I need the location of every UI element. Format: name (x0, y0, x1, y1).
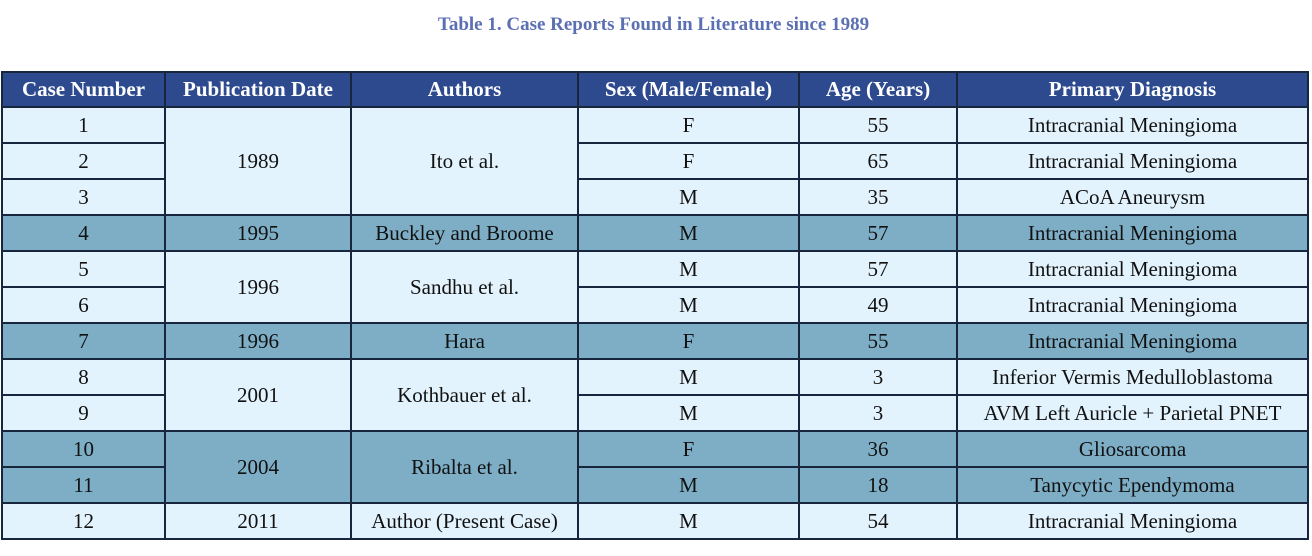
header-case-number: Case Number (1, 71, 166, 108)
age-cell: 36 (798, 430, 958, 468)
case-number-cell: 4 (1, 214, 166, 252)
sex-cell: M (577, 394, 800, 432)
case-number-cell: 10 (1, 430, 166, 468)
publication-date-cell: 1996 (164, 250, 352, 324)
primary-diagnosis-cell: Intracranial Meningioma (956, 286, 1309, 324)
case-number-cell: 5 (1, 250, 166, 288)
table-row: 8 2001 Kothbauer et al. M 3 Inferior Vermis M… (1, 358, 1309, 432)
table-row: 3 M 35 ACoA Aneurysm (1, 178, 1309, 216)
case-number-cell: 7 (1, 322, 166, 360)
publication-date-cell: 1995 (164, 214, 352, 252)
table-row: 7 1996 Hara F 55 Intracranial Meningioma (1, 322, 1309, 360)
sex-cell: M (577, 286, 800, 324)
table-row: 1 1989 Ito et al. F 55 Intracranial Meningiom… (1, 106, 1309, 216)
case-number-cell: 3 (1, 178, 166, 216)
age-cell: 65 (798, 142, 958, 180)
age-cell: 54 (798, 502, 958, 540)
primary-diagnosis-cell: Intracranial Meningioma (956, 142, 1309, 180)
case-number-cell: 9 (1, 394, 166, 432)
primary-diagnosis-cell: ACoA Aneurysm (956, 178, 1309, 216)
age-cell: 55 (798, 106, 958, 144)
sex-cell: M (577, 358, 800, 396)
sex-cell: F (577, 106, 800, 144)
header-publication-date: Publication Date (164, 71, 352, 108)
case-number-cell: 2 (1, 142, 166, 180)
table-title: Table 1. Case Reports Found in Literatur… (437, 14, 870, 35)
sex-cell: M (577, 250, 800, 288)
primary-diagnosis-cell: Intracranial Meningioma (956, 214, 1309, 252)
table-row: 10 2004 Ribalta et al. F 36 Gliosarcoma (1, 430, 1309, 504)
publication-date-cell: 2004 (164, 430, 352, 504)
table-row: 5 1996 Sandhu et al. M 57 Intracranial Mening… (1, 250, 1309, 324)
table-row: 9 M 3 AVM Left Auricle + Parietal PNET (1, 394, 1309, 432)
authors-cell: Kothbauer et al. (350, 358, 579, 432)
table-body: 1 1989 Ito et al. F 55 Intracranial Meningiom… (1, 106, 1309, 540)
case-number-cell: 6 (1, 286, 166, 324)
primary-diagnosis-cell: Gliosarcoma (956, 430, 1309, 468)
publication-date-cell: 2011 (164, 502, 352, 540)
age-cell: 18 (798, 466, 958, 504)
publication-date-cell: 2001 (164, 358, 352, 432)
table-row: 12 2011 Author (Present Case) M 54 Intracrani… (1, 502, 1309, 540)
authors-cell: Ito et al. (350, 106, 579, 216)
sex-cell: F (577, 430, 800, 468)
sex-cell: F (577, 322, 800, 360)
sex-cell: M (577, 178, 800, 216)
primary-diagnosis-cell: Intracranial Meningioma (956, 322, 1309, 360)
authors-cell: Hara (350, 322, 579, 360)
age-cell: 3 (798, 394, 958, 432)
sex-cell: M (577, 466, 800, 504)
authors-cell: Sandhu et al. (350, 250, 579, 324)
sex-cell: M (577, 502, 800, 540)
primary-diagnosis-cell: Tanycytic Ependymoma (956, 466, 1309, 504)
case-number-cell: 8 (1, 358, 166, 396)
primary-diagnosis-cell: Intracranial Meningioma (956, 502, 1309, 540)
primary-diagnosis-cell: Intracranial Meningioma (956, 106, 1309, 144)
age-cell: 49 (798, 286, 958, 324)
case-number-cell: 11 (1, 466, 166, 504)
case-number-cell: 1 (1, 106, 166, 144)
age-cell: 3 (798, 358, 958, 396)
age-cell: 35 (798, 178, 958, 216)
sex-cell: M (577, 214, 800, 252)
authors-cell: Author (Present Case) (350, 502, 579, 540)
header-row: Case Number Publication Date Authors Sex… (1, 71, 1309, 108)
age-cell: 55 (798, 322, 958, 360)
table-row: 6 M 49 Intracranial Meningioma (1, 286, 1309, 324)
case-number-cell: 12 (1, 502, 166, 540)
sex-cell: F (577, 142, 800, 180)
table-row: 11 M 18 Tanycytic Ependymoma (1, 466, 1309, 504)
authors-cell: Ribalta et al. (350, 430, 579, 504)
table-row: 2 F 65 Intracranial Meningioma (1, 142, 1309, 180)
primary-diagnosis-cell: AVM Left Auricle + Parietal PNET (956, 394, 1309, 432)
authors-cell: Buckley and Broome (350, 214, 579, 252)
header-age: Age (Years) (798, 71, 958, 108)
age-cell: 57 (798, 250, 958, 288)
publication-date-cell: 1996 (164, 322, 352, 360)
table-row: 4 1995 Buckley and Broome M 57 Intracranial M… (1, 214, 1309, 252)
age-cell: 57 (798, 214, 958, 252)
header-primary-diagnosis: Primary Diagnosis (956, 71, 1309, 108)
case-reports-table: Case Number Publication Date Authors Sex… (1, 71, 1309, 540)
header-authors: Authors (350, 71, 579, 108)
header-sex: Sex (Male/Female) (577, 71, 800, 108)
primary-diagnosis-cell: Intracranial Meningioma (956, 250, 1309, 288)
primary-diagnosis-cell: Inferior Vermis Medulloblastoma (956, 358, 1309, 396)
publication-date-cell: 1989 (164, 106, 352, 216)
